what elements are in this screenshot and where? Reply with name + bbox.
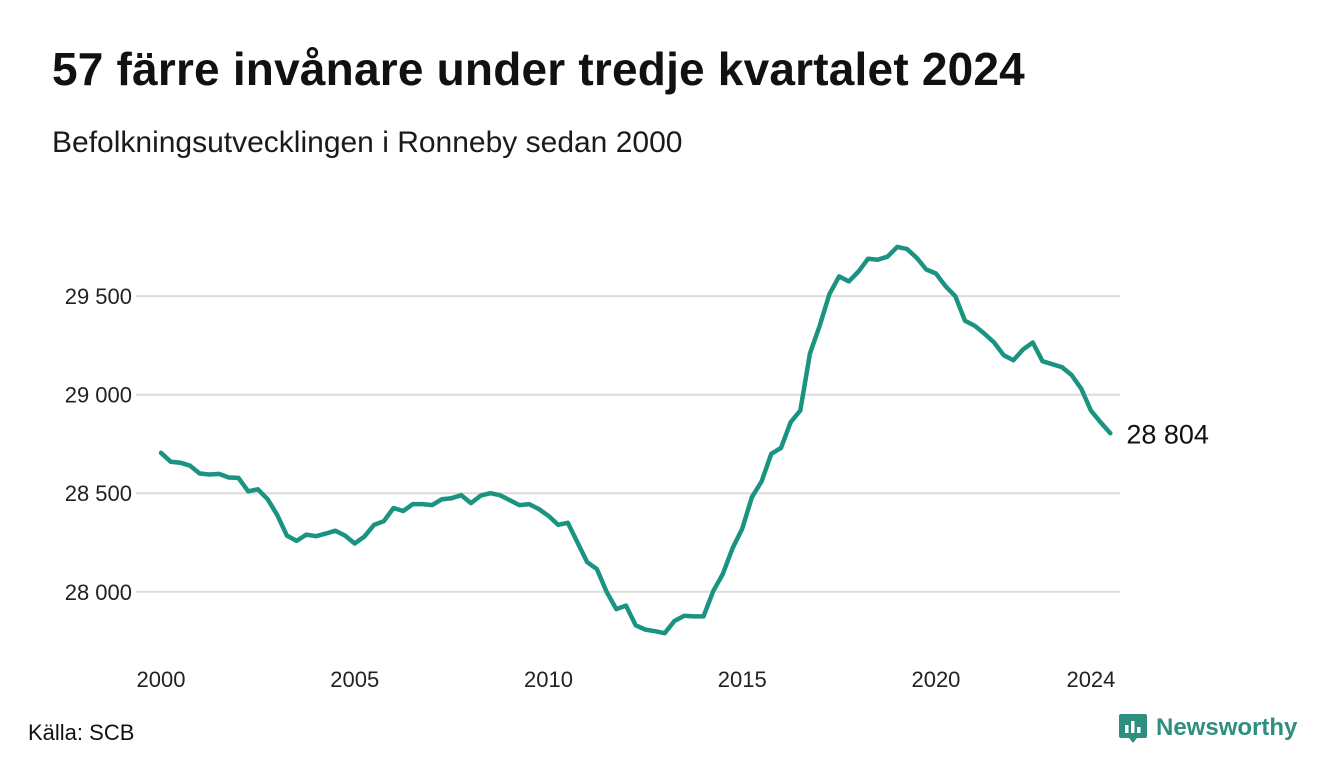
x-tick-label: 2020 (911, 667, 960, 692)
y-tick-label: 28 500 (65, 481, 132, 506)
x-tick-label: 2010 (524, 667, 573, 692)
end-value-label: 28 804 (1126, 419, 1209, 449)
y-tick-label: 28 000 (65, 580, 132, 605)
series-line (158, 244, 1113, 636)
x-tick-label: 2005 (330, 667, 379, 692)
y-tick-label: 29 500 (65, 284, 132, 309)
x-tick-label: 2015 (718, 667, 767, 692)
source-label: Källa: SCB (28, 720, 135, 745)
chart-subtitle: Befolkningsutvecklingen i Ronneby sedan … (52, 126, 683, 159)
newsworthy-logo-icon (1119, 714, 1147, 743)
brand-logo[interactable]: Newsworthy (1118, 712, 1297, 744)
chart-title: 57 färre invånare under tredje kvartalet… (52, 43, 1025, 95)
x-tick-label: 2000 (137, 667, 186, 692)
brand-name: Newsworthy (1156, 714, 1298, 741)
x-tick-label: 2024 (1066, 667, 1115, 692)
y-tick-label: 29 000 (65, 383, 132, 408)
